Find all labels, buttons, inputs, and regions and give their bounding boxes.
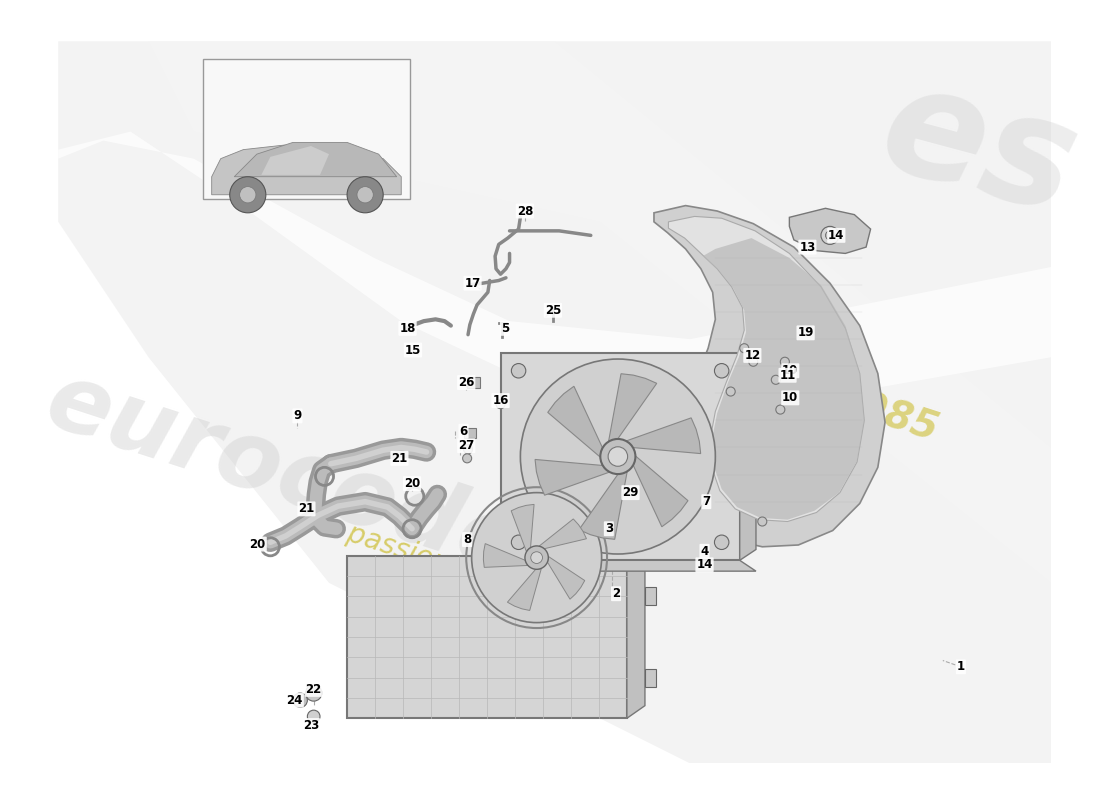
Polygon shape <box>608 374 657 442</box>
Bar <box>348 556 627 718</box>
Bar <box>645 587 656 606</box>
Text: 11: 11 <box>780 369 795 382</box>
Circle shape <box>496 400 505 409</box>
Text: eurocodes: eurocodes <box>34 354 587 613</box>
Polygon shape <box>654 206 886 546</box>
Polygon shape <box>548 556 585 599</box>
Polygon shape <box>627 543 645 718</box>
Text: 24: 24 <box>286 694 302 706</box>
Text: 20: 20 <box>404 477 420 490</box>
Text: 5: 5 <box>500 322 509 335</box>
Text: 14: 14 <box>828 229 845 242</box>
Polygon shape <box>579 471 627 539</box>
Polygon shape <box>58 131 1052 421</box>
Polygon shape <box>507 568 541 610</box>
Circle shape <box>512 363 526 378</box>
Polygon shape <box>148 42 1052 583</box>
Circle shape <box>463 454 472 463</box>
Text: 29: 29 <box>623 486 639 499</box>
Text: a passion for parts: a passion for parts <box>319 511 574 618</box>
Circle shape <box>601 439 636 474</box>
Circle shape <box>358 186 373 203</box>
Circle shape <box>726 387 735 396</box>
Circle shape <box>306 685 322 701</box>
Text: 15: 15 <box>405 343 421 357</box>
Polygon shape <box>634 456 688 526</box>
Text: es: es <box>866 53 1092 246</box>
Circle shape <box>463 445 473 454</box>
Polygon shape <box>483 543 528 567</box>
Text: 8: 8 <box>463 533 471 546</box>
Text: 3: 3 <box>605 522 613 535</box>
Circle shape <box>293 693 307 707</box>
Text: 7: 7 <box>702 495 711 508</box>
Circle shape <box>825 231 835 240</box>
Circle shape <box>348 177 383 213</box>
Text: 10: 10 <box>782 391 799 404</box>
Circle shape <box>525 546 548 570</box>
Circle shape <box>821 226 839 245</box>
Circle shape <box>531 552 542 563</box>
Text: 27: 27 <box>458 439 474 452</box>
Polygon shape <box>500 560 756 571</box>
Text: 2: 2 <box>612 587 620 600</box>
Polygon shape <box>739 342 756 560</box>
Polygon shape <box>535 459 609 495</box>
Text: 21: 21 <box>298 502 315 515</box>
Polygon shape <box>626 418 701 454</box>
Text: 12: 12 <box>745 349 760 362</box>
Text: 4: 4 <box>701 545 708 558</box>
Text: 18: 18 <box>399 322 416 335</box>
Bar <box>500 353 739 560</box>
Text: 13: 13 <box>800 241 815 254</box>
Text: since 1985: since 1985 <box>708 339 943 448</box>
Circle shape <box>608 446 628 466</box>
Polygon shape <box>262 146 329 175</box>
Circle shape <box>739 344 749 353</box>
Text: 14: 14 <box>696 558 713 571</box>
Circle shape <box>307 710 320 722</box>
Bar <box>645 669 656 686</box>
Text: 26: 26 <box>458 376 474 389</box>
Circle shape <box>771 375 780 384</box>
Text: 23: 23 <box>302 719 319 732</box>
Polygon shape <box>234 142 397 177</box>
Text: 20: 20 <box>250 538 266 550</box>
Circle shape <box>715 535 729 550</box>
Circle shape <box>472 493 602 622</box>
Text: 28: 28 <box>517 205 534 218</box>
Polygon shape <box>703 238 865 520</box>
Circle shape <box>240 186 256 203</box>
Polygon shape <box>58 42 1052 763</box>
Polygon shape <box>512 504 535 552</box>
Bar <box>202 59 410 199</box>
Circle shape <box>776 405 785 414</box>
Bar <box>463 428 476 438</box>
Text: 25: 25 <box>544 304 561 317</box>
Text: 10: 10 <box>782 364 799 378</box>
Circle shape <box>230 177 266 213</box>
Polygon shape <box>211 145 402 194</box>
Circle shape <box>512 535 526 550</box>
Circle shape <box>749 358 758 366</box>
Circle shape <box>758 517 767 526</box>
Text: 21: 21 <box>392 452 408 465</box>
Text: 17: 17 <box>464 277 481 290</box>
Text: 16: 16 <box>493 394 508 407</box>
Text: 22: 22 <box>306 683 322 696</box>
Polygon shape <box>539 519 586 549</box>
Circle shape <box>715 363 729 378</box>
Polygon shape <box>548 386 603 457</box>
Bar <box>468 377 480 388</box>
Circle shape <box>780 358 790 366</box>
Text: 9: 9 <box>294 410 301 422</box>
Text: 1: 1 <box>957 660 965 674</box>
Text: 6: 6 <box>460 425 467 438</box>
Polygon shape <box>790 208 870 254</box>
Polygon shape <box>669 217 865 522</box>
Circle shape <box>520 359 715 554</box>
Text: 19: 19 <box>798 326 814 339</box>
